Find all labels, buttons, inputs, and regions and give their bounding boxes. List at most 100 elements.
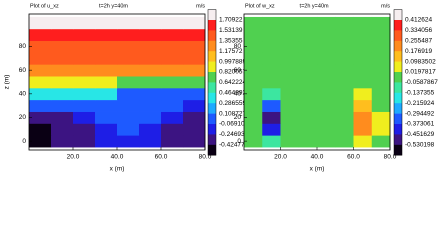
colorbar-label: -0.373061 bbox=[405, 121, 435, 128]
colorbar-label: 0.412624 bbox=[405, 17, 432, 24]
heat-cell bbox=[95, 28, 118, 42]
colorbar-band bbox=[394, 82, 402, 94]
colorbar-band bbox=[208, 30, 216, 42]
heat-cell bbox=[73, 52, 96, 65]
heat-cell bbox=[335, 28, 354, 42]
heat-cell bbox=[353, 135, 373, 148]
x-tick-label: 80.0 bbox=[384, 154, 397, 161]
heat-cell bbox=[244, 64, 263, 77]
colorbar-band bbox=[394, 30, 402, 42]
heat-cell bbox=[73, 64, 96, 77]
heat-cell bbox=[51, 123, 74, 136]
heat-cell bbox=[298, 87, 318, 101]
heat-cell bbox=[317, 28, 336, 42]
heat-cell bbox=[117, 64, 140, 77]
colorbar-label: -0.424771 bbox=[219, 142, 249, 149]
y-tick-label: 0 bbox=[237, 138, 241, 145]
heat-cell bbox=[73, 99, 96, 112]
heat-cell bbox=[183, 123, 206, 136]
heat-cell bbox=[335, 76, 354, 89]
heat-cell bbox=[262, 135, 281, 148]
heat-cell bbox=[161, 52, 184, 65]
heat-cell bbox=[29, 135, 52, 148]
heat-cell bbox=[353, 87, 373, 101]
colorbar-band bbox=[394, 72, 402, 83]
colorbar-label: -0.0587867 bbox=[405, 79, 438, 86]
heat-cell bbox=[262, 123, 281, 136]
heat-cell bbox=[51, 99, 74, 112]
heat-cell bbox=[95, 52, 118, 65]
heat-cell bbox=[298, 16, 318, 30]
heat-cell bbox=[280, 28, 300, 42]
figure: 20.0 40.0 60.0 80.0 0 20 40 60 80 x (m) z (m) Plot … bbox=[4, 3, 439, 172]
heat-cell bbox=[280, 87, 300, 101]
heat-cell bbox=[298, 99, 318, 112]
colorbar-label: 1.70922 bbox=[219, 17, 243, 24]
colorbar-label: 0.176919 bbox=[405, 48, 432, 55]
heat-cell bbox=[298, 76, 318, 89]
heat-cell bbox=[183, 111, 206, 124]
y-tick-label: 40 bbox=[19, 91, 27, 98]
colorbar-band bbox=[394, 92, 402, 104]
heat-cell bbox=[335, 40, 354, 53]
heat-cell bbox=[244, 111, 263, 124]
heat-cell bbox=[335, 87, 354, 101]
heat-cell bbox=[262, 99, 281, 112]
colorbar-band bbox=[208, 113, 216, 125]
colorbar-label: 0.0983502 bbox=[405, 58, 436, 65]
heat-cell bbox=[280, 64, 300, 77]
heat-cell bbox=[51, 76, 74, 89]
heat-cell bbox=[280, 52, 300, 65]
plot-subtitle: t=2h y=40m bbox=[300, 3, 329, 9]
heat-cell bbox=[95, 99, 118, 112]
heat-cell bbox=[298, 40, 318, 53]
heat-cell bbox=[117, 16, 140, 30]
heat-cell bbox=[317, 111, 336, 124]
heat-cell bbox=[371, 52, 391, 65]
heat-cell bbox=[51, 40, 74, 53]
colorbar-band bbox=[208, 103, 216, 114]
heat-cell bbox=[317, 16, 336, 30]
colorbar-band bbox=[394, 103, 402, 114]
colorbar-band bbox=[208, 92, 216, 104]
heat-cell bbox=[139, 64, 162, 77]
heat-cell bbox=[95, 76, 118, 89]
y-axis-label: z (m) bbox=[4, 75, 11, 90]
heat-cell bbox=[95, 64, 118, 77]
heat-cell bbox=[51, 135, 74, 148]
heat-cell bbox=[353, 64, 373, 77]
heat-cell bbox=[117, 123, 140, 136]
heat-cell bbox=[161, 76, 184, 89]
heat-cell bbox=[29, 28, 52, 42]
heat-cell bbox=[280, 135, 300, 148]
heat-cell bbox=[317, 87, 336, 101]
heat-cell bbox=[183, 76, 206, 89]
heat-cell bbox=[183, 52, 206, 65]
heat-cell bbox=[29, 64, 52, 77]
heat-cell bbox=[280, 123, 300, 136]
heat-cell bbox=[29, 87, 52, 101]
heat-cell bbox=[280, 40, 300, 53]
heat-cell bbox=[117, 40, 140, 53]
heat-cell bbox=[353, 99, 373, 112]
colorbar-label: 1.53139 bbox=[219, 27, 243, 34]
heat-cell bbox=[280, 99, 300, 112]
colorbar-label: -0.0691057 bbox=[219, 121, 252, 128]
colorbar-label: 0.0197817 bbox=[405, 69, 436, 76]
heat-cell bbox=[29, 16, 52, 30]
x-tick-label: 60.0 bbox=[347, 154, 360, 161]
heat-cell bbox=[73, 111, 96, 124]
heat-cell bbox=[29, 99, 52, 112]
heat-cell bbox=[244, 52, 263, 65]
heat-cell bbox=[298, 28, 318, 42]
plot-subtitle: t=2h y=40m bbox=[99, 3, 128, 9]
heat-cell bbox=[95, 123, 118, 136]
heat-cell bbox=[262, 28, 281, 42]
heat-cell bbox=[371, 99, 391, 112]
colorbar-band bbox=[208, 61, 216, 73]
colorbar-band bbox=[394, 20, 402, 31]
heat-cell bbox=[244, 123, 263, 136]
heat-cell bbox=[117, 111, 140, 124]
heat-cell bbox=[117, 87, 140, 101]
heat-cell bbox=[262, 87, 281, 101]
